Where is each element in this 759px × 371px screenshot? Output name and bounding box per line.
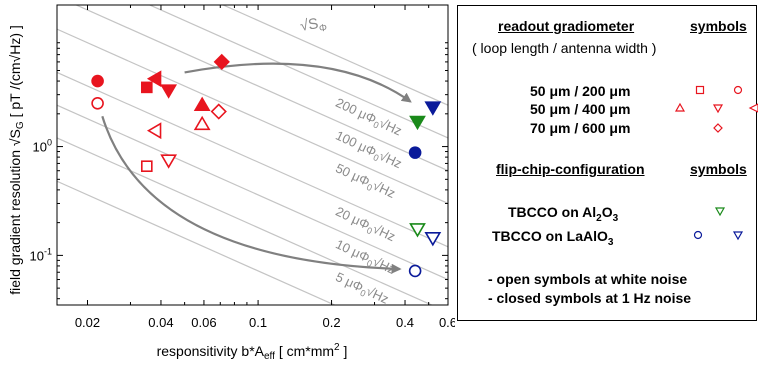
data-point-10-square bbox=[141, 160, 153, 173]
legend-row-50-200: 50 μm / 200 μm bbox=[530, 83, 631, 99]
legend-circle-icon bbox=[733, 85, 743, 95]
legend-row-70-600: 70 μm / 600 μm bbox=[530, 120, 631, 136]
x-tick-label-0.6: 0.6 bbox=[439, 315, 455, 330]
data-point-12-triangle-down bbox=[424, 101, 442, 116]
data-point-11-triangle-down bbox=[160, 154, 178, 169]
y-tick-label-1: 100 bbox=[33, 138, 52, 155]
data-point-3-triangle-left bbox=[146, 70, 162, 88]
legend-section1-sub: ( loop length / antenna width ) bbox=[472, 40, 657, 56]
y-tick-label-0.1: 10-1 bbox=[30, 246, 52, 263]
legend-section2-symbols: symbols bbox=[690, 161, 747, 177]
legend-diamond-icon bbox=[713, 123, 723, 133]
legend-box: readout gradiometer symbols ( loop lengt… bbox=[457, 5, 758, 321]
legend-symbols bbox=[674, 85, 758, 241]
legend-row-al2o3: TBCCO on Al2O3 bbox=[508, 204, 619, 224]
x-tick-label-0.4: 0.4 bbox=[396, 315, 414, 330]
noise-line-10 bbox=[57, 104, 448, 281]
noise-line-2 bbox=[57, 180, 337, 305]
legend-square-icon bbox=[695, 85, 705, 95]
data-point-13-triangle-down bbox=[409, 115, 426, 131]
data-point-16-triangle-down bbox=[424, 232, 442, 247]
legend-blue-circle-icon bbox=[693, 230, 703, 240]
data-point-15-triangle-down bbox=[409, 223, 426, 238]
data-point-0-circle bbox=[91, 74, 104, 88]
arrow-0 bbox=[184, 62, 412, 103]
legend-triangle-left-icon bbox=[748, 103, 758, 113]
data-point-5-triangle-up bbox=[193, 96, 211, 111]
data-point-8-diamond bbox=[210, 103, 227, 120]
legend-note-open: - open symbols at white noise bbox=[488, 271, 688, 287]
legend-blue-triangle-icon bbox=[732, 231, 744, 241]
axis-ticks: 0.02 0.04 0.06 0.1 0.2 0.4 0.6 10-1 100 bbox=[30, 4, 455, 330]
legend-section1-symbols: symbols bbox=[690, 18, 747, 34]
noise-line-100 bbox=[74, 5, 448, 172]
legend-row-laalo3: TBCCO on LaAlO3 bbox=[492, 228, 614, 248]
noise-lines bbox=[57, 5, 448, 305]
x-axis-label: responsitivity b*Aeff [ cm*mm2 ] bbox=[157, 342, 348, 362]
data-point-14-circle bbox=[408, 146, 422, 159]
noise-line-200 bbox=[148, 5, 448, 139]
data-points bbox=[91, 53, 442, 278]
noise-line-400 bbox=[221, 5, 448, 106]
x-tick-label-0.02: 0.02 bbox=[75, 315, 100, 330]
legend-triangle-up-icon bbox=[674, 102, 686, 112]
x-tick-label-0.06: 0.06 bbox=[191, 315, 216, 330]
legend-row-50-400: 50 μm / 400 μm bbox=[530, 101, 631, 117]
data-point-6-diamond bbox=[213, 53, 230, 71]
y-axis-label: field gradient resolution √SG [ pT /(cm√… bbox=[7, 25, 26, 295]
arrow-1 bbox=[101, 115, 402, 274]
data-point-1-circle bbox=[91, 96, 104, 110]
legend-green-triangle-icon bbox=[714, 207, 726, 217]
legend-note-closed: - closed symbols at 1 Hz noise bbox=[488, 290, 692, 306]
data-point-9-triangle-left bbox=[146, 122, 162, 140]
sphi-label: √SΦ bbox=[299, 14, 328, 38]
noise-line-50 bbox=[57, 28, 448, 205]
data-point-17-circle bbox=[408, 264, 422, 278]
data-point-2-square bbox=[141, 81, 153, 94]
noise-label-5: 5 μΦ0√Hz bbox=[333, 269, 392, 308]
x-tick-label-0.1: 0.1 bbox=[249, 315, 267, 330]
plot-frame bbox=[56, 4, 449, 306]
noise-line-20 bbox=[57, 71, 448, 248]
noise-line-5 bbox=[57, 137, 434, 305]
legend-triangle-down-icon bbox=[712, 104, 724, 114]
legend-section1-title: readout gradiometer bbox=[498, 18, 635, 34]
legend-section2-title: flip-chip-configuration bbox=[496, 161, 645, 177]
x-tick-label-0.04: 0.04 bbox=[148, 315, 173, 330]
data-point-4-triangle-down bbox=[160, 84, 178, 99]
x-tick-label-0.2: 0.2 bbox=[323, 315, 341, 330]
data-point-7-triangle-up bbox=[193, 115, 211, 131]
